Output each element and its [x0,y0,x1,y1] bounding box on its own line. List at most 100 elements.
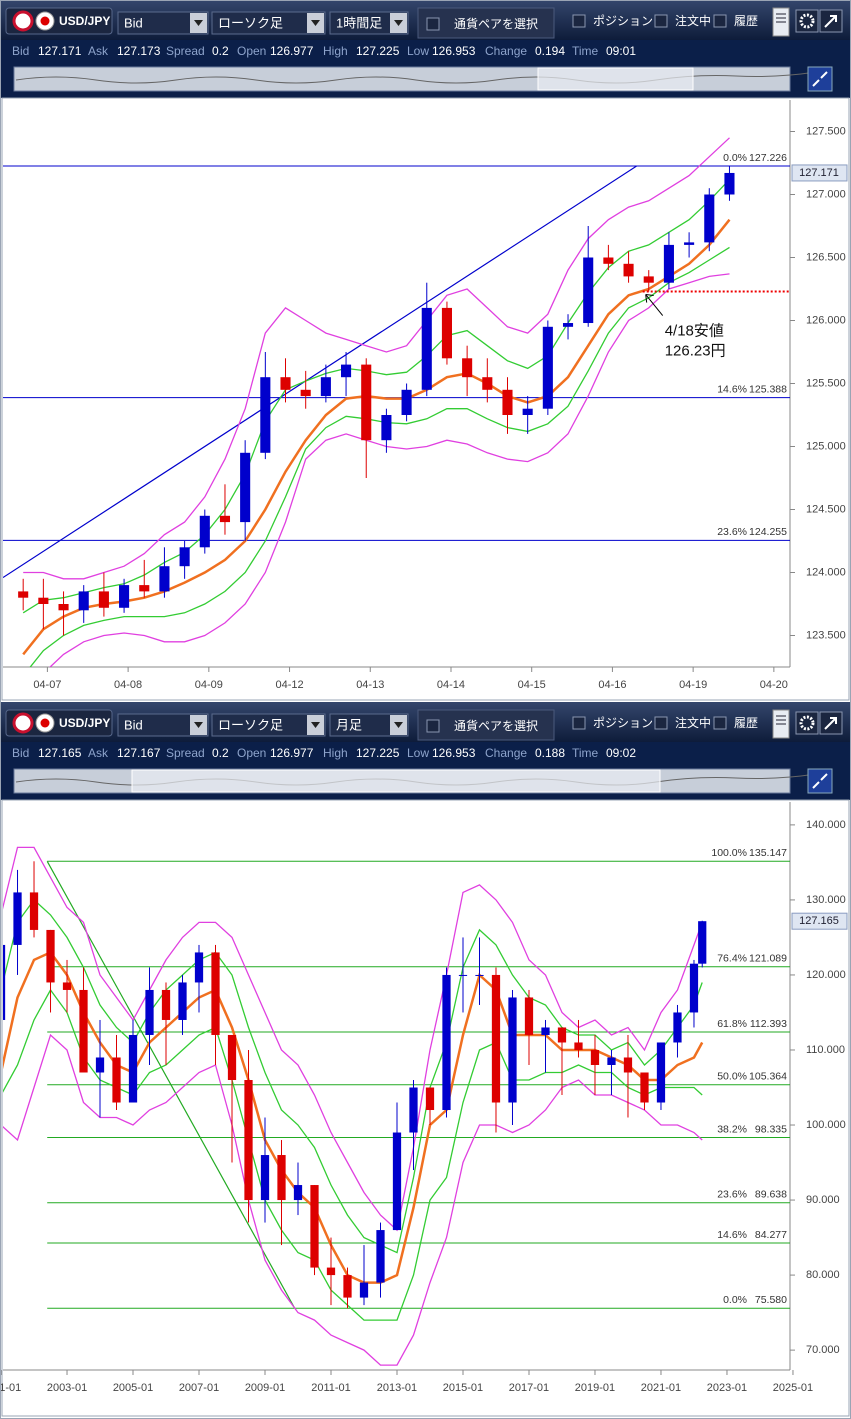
x-tick-label: 04-12 [275,679,303,691]
pair-button[interactable] [5,7,113,35]
select-button[interactable] [417,709,555,741]
fib-level-value: 84.277 [755,1229,787,1241]
info-label: Open [237,44,266,58]
candle-body [524,997,534,1035]
fib-level-label: 50.0% [717,1071,747,1083]
y-tick-label: 100.000 [806,1119,846,1131]
select-checkbox [426,719,440,733]
info-value: 127.165 [38,746,82,760]
zoom-button[interactable] [807,768,833,794]
fib-level-value: 135.147 [749,847,787,859]
candle-body [159,566,170,592]
candle-body [623,263,634,277]
info-value: 0.2 [212,44,229,58]
info-label: Change [485,746,527,760]
info-value: 0.188 [535,746,565,760]
dropdown[interactable] [329,713,409,737]
us-flag [12,712,34,734]
fib-level-label: 100.0% [711,847,747,859]
x-tick-label: 2009-01 [245,1382,285,1394]
dropdown[interactable] [211,11,326,35]
fib-level-label: 23.6% [717,526,747,538]
annotation-arrow [645,294,664,316]
us-flag [12,10,34,32]
info-label: Ask [88,746,109,760]
info-value: 126.953 [432,746,476,760]
settings-button[interactable] [795,711,819,735]
x-tick-label: 2025-01 [773,1382,813,1394]
dropdown-value: Bid [124,717,143,732]
select-button[interactable] [417,7,555,39]
x-tick-label: 2017-01 [509,1382,549,1394]
candle-body [219,515,231,523]
navigator-handle[interactable] [537,67,694,91]
candle-body [557,1027,567,1043]
info-label: Spread [166,746,205,760]
select-checkbox [426,17,440,31]
info-label: Time [572,44,599,58]
fib-level-value: 127.226 [749,152,787,164]
x-tick-label: 2011-01 [311,1382,351,1394]
info-value: 0.2 [212,746,229,760]
settings-button[interactable] [795,9,819,33]
bollinger-band [22,178,730,614]
candle-body [643,276,654,283]
candle-body [280,377,291,390]
y-tick-label: 126.500 [806,251,846,263]
candle-body [58,604,69,611]
navigator-handle[interactable] [131,769,661,793]
candle-body [13,892,22,945]
x-tick-label: 2013-01 [377,1382,417,1394]
dropdown-arrow [311,20,320,26]
dropdown[interactable] [117,713,209,737]
candle-body [95,1057,105,1073]
y-tick-label: 124.500 [806,503,846,515]
checkbox[interactable] [713,716,727,730]
candle-body [541,1027,550,1035]
x-tick-label: 04-19 [679,679,707,691]
candle-body [522,408,533,415]
info-value: 127.173 [117,44,161,58]
checkbox[interactable] [713,14,727,28]
candle-body [78,591,89,611]
y-tick-label: 124.000 [806,566,846,578]
candle-body [240,452,251,523]
popout-icon [824,15,837,28]
candle-body [698,921,707,964]
bollinger-band [49,273,730,667]
checkbox[interactable] [654,14,668,28]
x-tick-label: 2007-01 [179,1382,219,1394]
checkbox[interactable] [572,716,586,730]
candle-body [640,1072,649,1103]
y-tick-label: 127.000 [806,188,846,200]
checkbox[interactable] [654,716,668,730]
candle-body [663,244,674,283]
info-label: Low [407,44,429,58]
checkbox[interactable] [572,14,586,28]
checkbox-label: ポジション [593,14,653,28]
chart-area [1,799,850,1417]
dropdown[interactable] [211,713,326,737]
info-label: Open [237,746,266,760]
select-label: 通貨ペアを選択 [454,16,538,31]
candle-body [392,1132,402,1231]
candle-body [194,952,204,983]
x-tick-label: 04-16 [598,679,626,691]
bollinger-band [23,137,730,580]
dropdown[interactable] [117,11,209,35]
candle-body [139,585,150,592]
candle-body [704,194,715,243]
candle-body [199,515,210,548]
info-label: Ask [88,44,109,58]
y-tick-label: 90.000 [806,1194,840,1206]
candle-body [29,892,39,930]
zoom-button[interactable] [807,66,833,92]
pair-button[interactable] [5,709,113,737]
candle-body [603,257,614,264]
candle-body [441,307,452,359]
popout-icon [824,717,837,730]
select-label: 通貨ペアを選択 [454,718,538,733]
candle-body [724,172,735,195]
dropdown[interactable] [329,11,409,35]
info-value: 0.194 [535,44,565,58]
